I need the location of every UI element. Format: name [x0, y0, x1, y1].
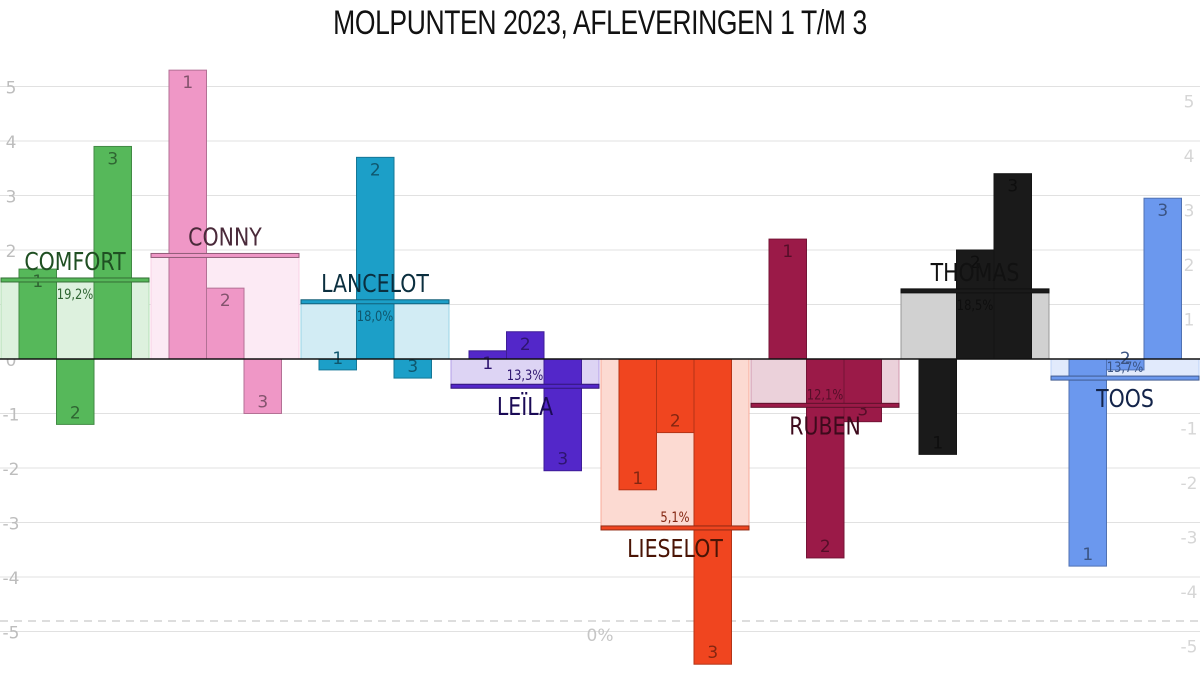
bar-episode-3 [93, 145, 132, 360]
y-tick-label-right: 2 [1184, 256, 1195, 276]
bar-episode-1 [618, 358, 657, 491]
bar-episode-3 [543, 358, 582, 472]
average-line [600, 525, 750, 531]
candidate-group-conny: 1 2 3 CONNY [150, 69, 300, 414]
average-line [1050, 375, 1200, 381]
bar-episode-2 [806, 358, 845, 559]
bar-episode-label: 2 [970, 253, 981, 273]
baseline-label: 0% [587, 626, 614, 646]
bar-episode-1 [18, 268, 57, 360]
candidate-name-label: THOMAS [930, 259, 1020, 287]
bar-episode-label: 1 [1082, 545, 1093, 565]
bar-episode-2 [56, 358, 95, 425]
bar-episode-3 [693, 358, 732, 665]
average-percentage-label: 18,0% [357, 309, 393, 325]
y-tick-label-left: 3 [6, 188, 17, 208]
bar-episode-3 [993, 173, 1032, 360]
y-tick-label-right: -3 [1181, 529, 1198, 549]
average-percentage-label: 13,7% [1107, 360, 1143, 376]
y-tick-label-left: 4 [6, 133, 17, 153]
chart-title: MOLPUNTEN 2023, AFLEVERINGEN 1 T/M 3 [333, 4, 867, 42]
bar-episode-label: 3 [707, 643, 718, 663]
bar-episode-label: 2 [520, 335, 531, 355]
bar-episode-label: 2 [670, 412, 681, 432]
y-tick-label-left: -5 [3, 624, 20, 644]
candidate-name-label: LEÏLA [497, 391, 554, 422]
y-tick-label-right: -1 [1181, 420, 1198, 440]
bar-episode-label: 2 [370, 160, 381, 180]
average-line [450, 383, 600, 389]
bar-episode-1 [768, 238, 807, 360]
y-tick-label-right: -2 [1181, 474, 1198, 494]
average-percentage-label: 18,5% [957, 298, 993, 314]
average-percentage-label: 5,1% [660, 510, 689, 526]
y-tick-label-left: -2 [3, 460, 20, 480]
candidate-name-label: RUBEN [789, 412, 861, 440]
bar-episode-label: 1 [182, 73, 193, 93]
average-line [0, 277, 150, 283]
bar-episode-label: 3 [257, 393, 268, 413]
bar-episode-1 [168, 69, 207, 360]
y-tick-label-right: -5 [1181, 638, 1198, 658]
y-tick-label-left: -1 [3, 406, 20, 426]
candidate-name-label: COMFORT [24, 248, 126, 276]
y-tick-label-right: 4 [1184, 147, 1195, 167]
bar-episode-label: 3 [1157, 201, 1168, 221]
bar-episode-3 [843, 358, 882, 423]
y-tick-label-left: -4 [3, 569, 20, 589]
bar-episode-label: 1 [632, 469, 643, 489]
y-tick-label-right: 1 [1184, 311, 1195, 331]
bar-episode-3 [243, 358, 282, 414]
bar-episode-label: 1 [932, 433, 943, 453]
y-tick-label-right: -4 [1181, 583, 1198, 603]
bar-episode-2 [206, 287, 245, 360]
candidate-group-comfort: 12319,2%COMFORT [0, 145, 150, 425]
y-tick-label-left: 5 [6, 79, 17, 99]
bar-episode-label: 2 [820, 537, 831, 557]
bar-episode-label: 2 [70, 403, 81, 423]
y-tick-label-right: 5 [1184, 93, 1195, 113]
candidate-group-ruben: 1 2 3 12,1% RUBEN [750, 238, 900, 559]
bar-episode-label: 3 [857, 401, 868, 421]
average-percentage-label: 12,1% [807, 387, 843, 403]
bar-episode-label: 3 [557, 450, 568, 470]
average-percentage-label: 19,2% [57, 287, 93, 303]
bar-episode-1 [1068, 358, 1107, 567]
average-line [300, 299, 450, 305]
bar-episode-label: 2 [220, 291, 231, 311]
bar-episode-2 [356, 156, 395, 360]
bar-episode-label: 1 [782, 242, 793, 262]
y-tick-label-left: -3 [3, 515, 20, 535]
bar-episode-1 [918, 358, 957, 455]
bar-episode-3 [1143, 197, 1182, 360]
candidate-group-lieselot: 1 2 3 5,1% LIESELOT [600, 358, 750, 665]
y-tick-label-left: 0 [6, 351, 17, 371]
candidate-group-leïla: 1 2 3 13,3% LEÏLA [450, 331, 600, 472]
candidate-name-label: CONNY [188, 224, 263, 252]
average-line [900, 288, 1050, 294]
bar-episode-2 [506, 331, 545, 360]
candidate-group-thomas: 1 2 3 18,5% THOMAS [900, 173, 1050, 455]
bar-episode-label: 3 [107, 149, 118, 169]
candidate-name-label: TOOS [1095, 385, 1154, 413]
candidate-group-toos: 1 2 3 13,7% TOOS [1050, 197, 1200, 567]
y-tick-label-left: 2 [6, 242, 17, 262]
bar-episode-label: 3 [1007, 177, 1018, 197]
candidate-name-label: LANCELOT [321, 270, 430, 298]
bar-episode-label: 1 [482, 354, 493, 374]
y-tick-label-right: 3 [1184, 202, 1195, 222]
average-line [150, 252, 300, 258]
bar-episode-label: 3 [407, 357, 418, 377]
average-line [750, 402, 900, 408]
candidate-name-label: LIESELOT [627, 535, 724, 563]
average-percentage-label: 13,3% [507, 368, 543, 384]
